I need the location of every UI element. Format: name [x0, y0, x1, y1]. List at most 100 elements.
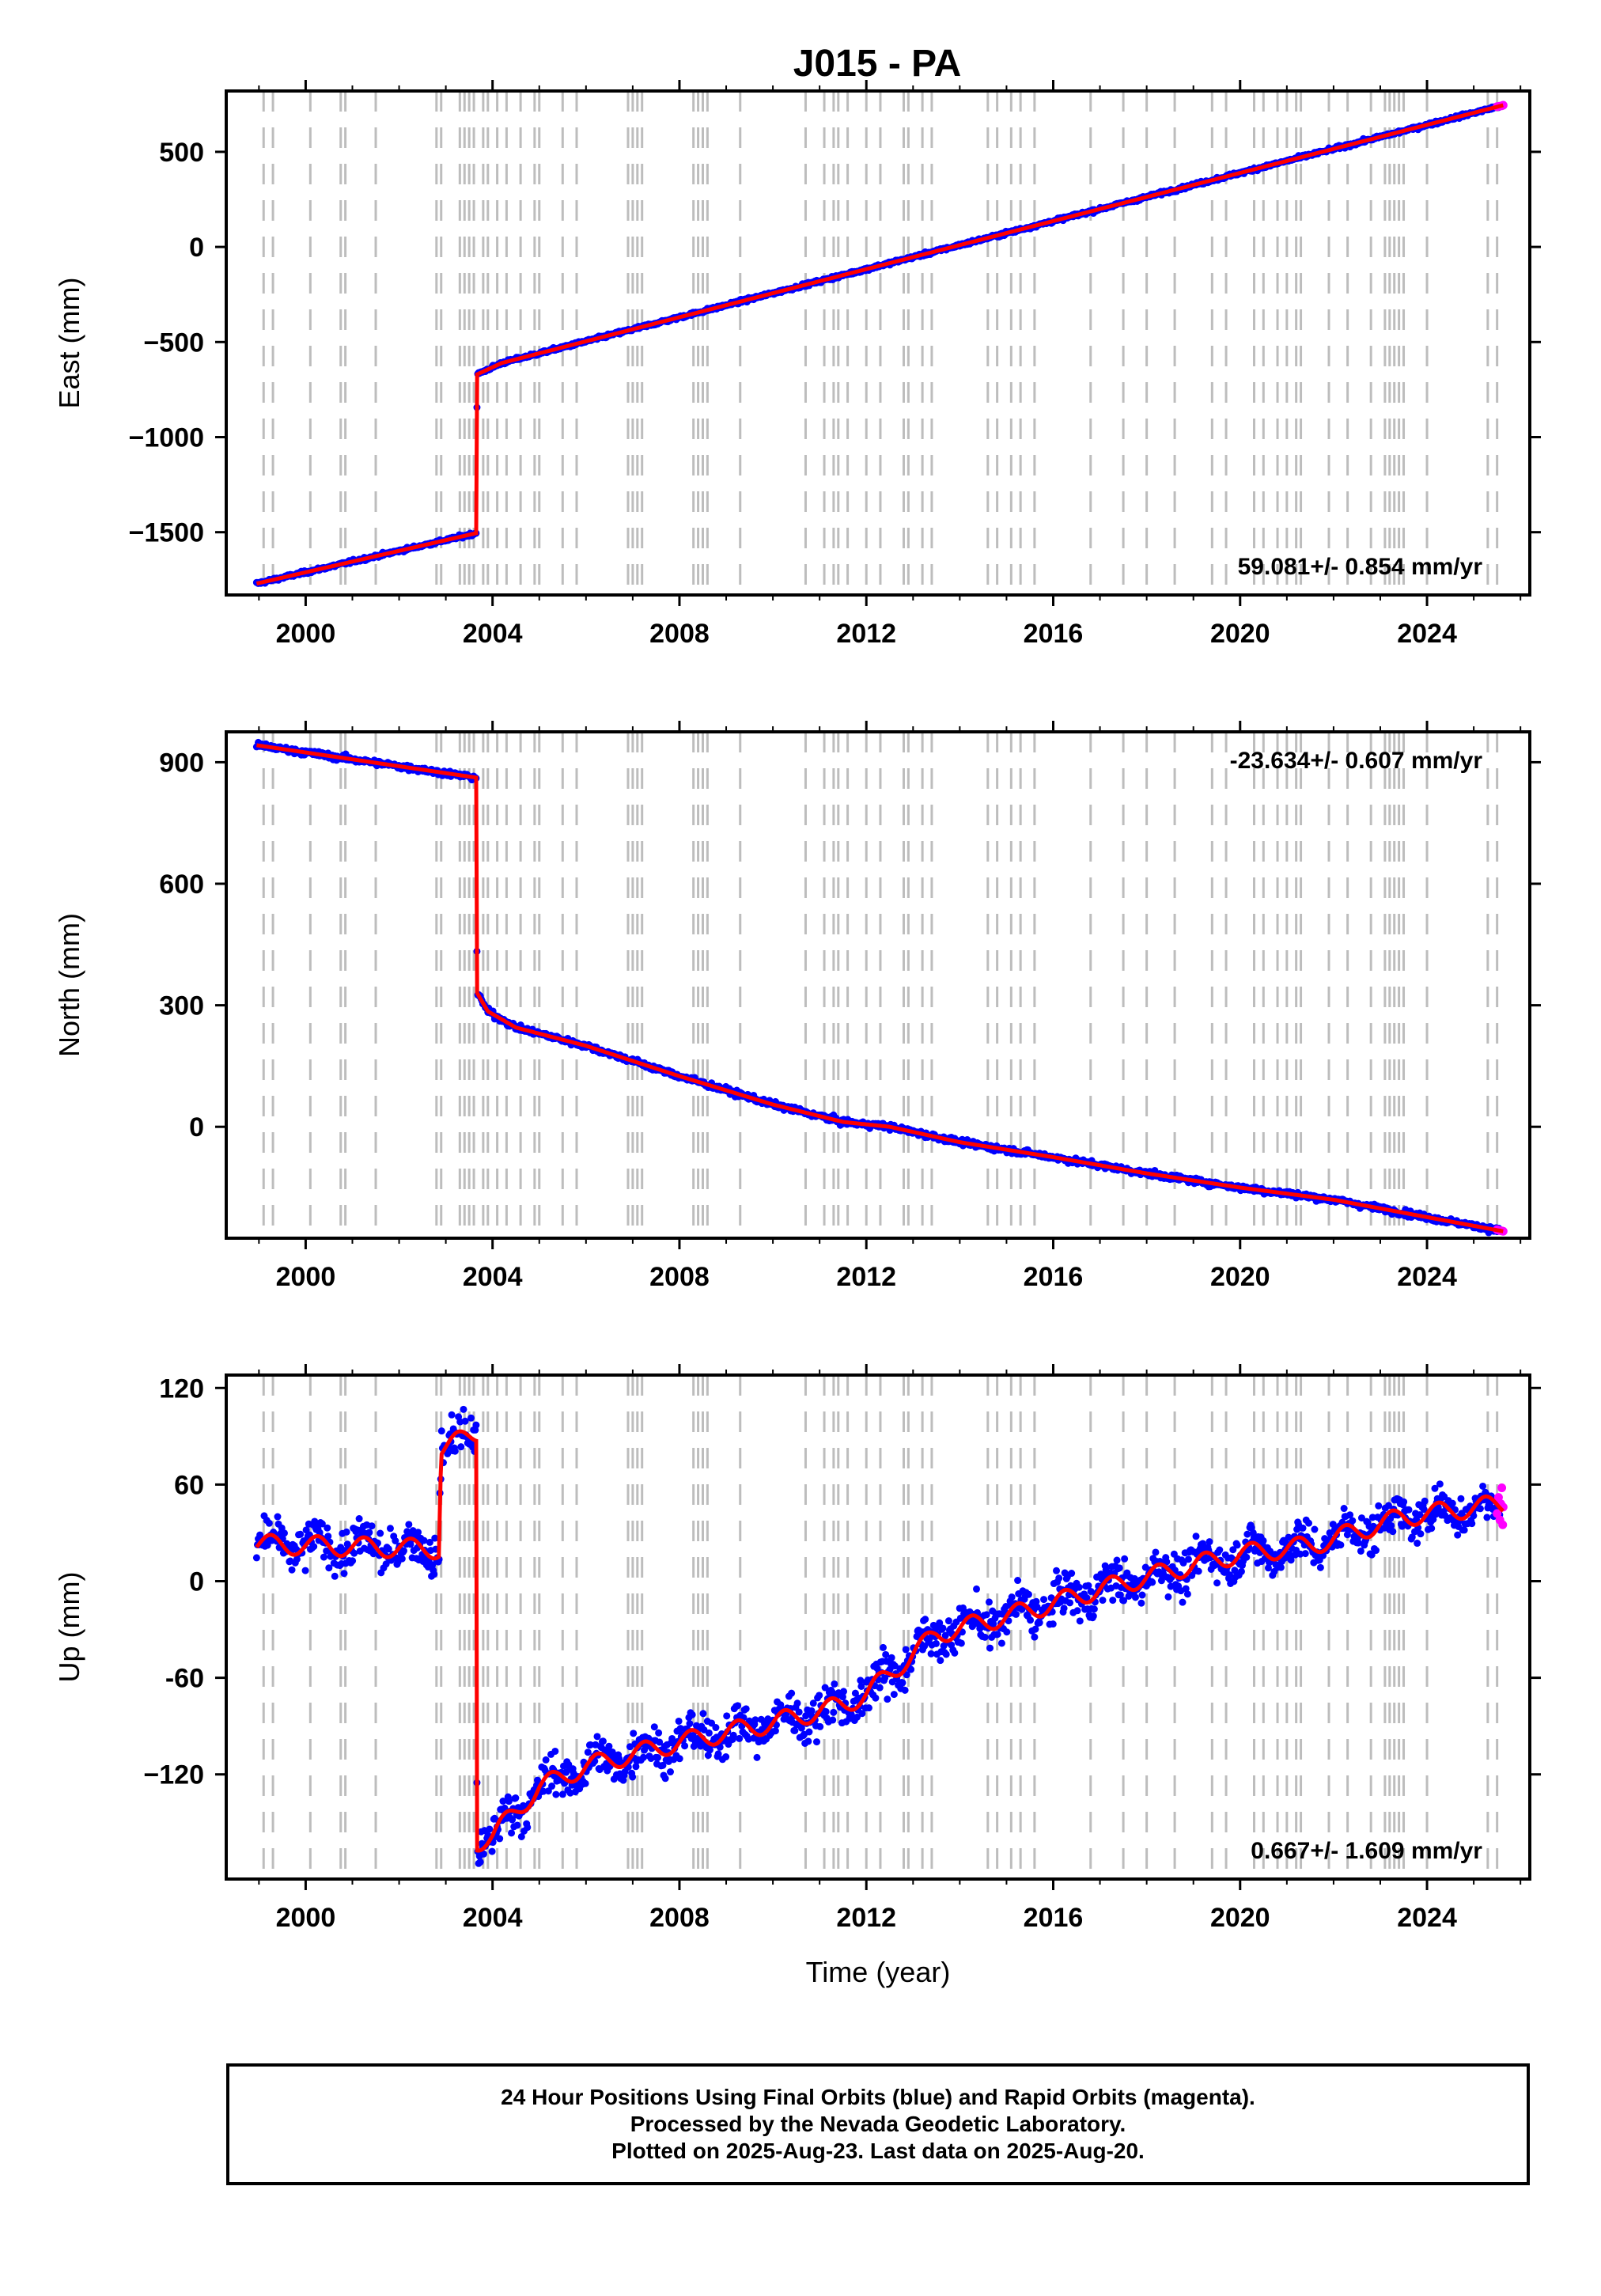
final-orbit-point: [1055, 1574, 1063, 1582]
final-orbit-point: [1448, 1499, 1456, 1507]
final-orbit-point: [1233, 1541, 1241, 1549]
final-orbit-point: [1349, 1517, 1357, 1525]
final-orbit-point: [630, 1730, 638, 1737]
final-orbit-point: [384, 1545, 392, 1553]
final-orbit-point: [548, 1783, 556, 1790]
rapid-orbit-point: [1498, 1520, 1508, 1529]
final-orbit-point: [318, 1520, 326, 1528]
plot-area: [252, 91, 1508, 595]
final-orbit-point: [1138, 1591, 1146, 1599]
final-orbit-point: [655, 1729, 663, 1737]
final-orbit-point: [552, 1790, 560, 1798]
final-orbit-point: [320, 1553, 327, 1561]
final-orbit-point: [265, 1519, 273, 1527]
x-tick-label: 2000: [276, 619, 336, 649]
final-orbit-point: [1113, 1556, 1121, 1564]
final-orbit-point: [676, 1755, 683, 1763]
x-tick-label: 2020: [1210, 1903, 1270, 1933]
final-orbit-point: [331, 1572, 339, 1580]
final-orbit-point: [368, 1522, 376, 1530]
final-orbit-point: [324, 1533, 332, 1540]
final-orbit-point: [1008, 1593, 1016, 1601]
final-orbit-point: [1194, 1567, 1202, 1575]
final-orbit-point: [1301, 1550, 1309, 1558]
final-orbit-point: [508, 1829, 516, 1837]
final-orbit-point: [1216, 1546, 1224, 1554]
final-orbit-point: [1340, 1505, 1348, 1513]
final-orbit-point: [343, 1528, 350, 1536]
final-orbit-point: [293, 1555, 301, 1563]
y-tick-label: 300: [159, 991, 204, 1021]
footer-line-plot-date: Plotted on 2025-Aug-23. Last data on 202…: [611, 2139, 1145, 2163]
y-tick-label: −500: [143, 328, 204, 358]
footer-line-processed-by: Processed by the Nevada Geodetic Laborat…: [630, 2112, 1126, 2136]
panel-east: 2000 2004 2008 2012 2016 2020 20245000−500−100…: [53, 80, 1541, 649]
final-orbit-point: [1060, 1605, 1068, 1612]
plot-area: [252, 1375, 1508, 1879]
final-orbit-point: [736, 1734, 744, 1742]
final-orbit-point: [534, 1776, 542, 1784]
final-orbit-point: [805, 1728, 813, 1736]
final-orbit-point: [1012, 1610, 1020, 1618]
final-orbit-point: [734, 1702, 742, 1710]
final-orbit-point: [1121, 1555, 1129, 1563]
final-orbit-point: [699, 1710, 707, 1718]
velocity-rate-label: 0.667+/- 1.609 mm/yr: [1251, 1838, 1482, 1864]
y-tick-label: 60: [174, 1470, 204, 1500]
final-orbit-point: [392, 1536, 399, 1544]
plot-area: [252, 732, 1508, 1238]
final-orbit-point: [350, 1549, 358, 1557]
final-orbit-point: [804, 1737, 812, 1745]
final-orbit-point: [524, 1824, 532, 1832]
final-orbit-point: [809, 1699, 817, 1707]
final-orbit-point: [686, 1720, 694, 1728]
final-orbit-point: [558, 1790, 566, 1798]
x-tick-label: 2004: [463, 619, 523, 649]
model-line: [255, 103, 1504, 586]
final-orbit-point: [872, 1694, 880, 1702]
final-orbit-point: [813, 1738, 821, 1746]
final-orbit-point: [704, 1752, 712, 1760]
final-orbit-point: [816, 1692, 823, 1699]
final-orbit-point: [681, 1742, 689, 1750]
final-orbit-point: [1457, 1495, 1465, 1502]
final-orbit-point: [451, 1447, 459, 1455]
footer-line-orbits: 24 Hour Positions Using Final Orbits (bl…: [501, 2085, 1255, 2109]
final-orbit-point: [476, 1858, 484, 1866]
final-orbit-point: [1205, 1538, 1213, 1546]
final-orbit-point: [324, 1524, 331, 1532]
x-tick-label: 2000: [276, 1903, 336, 1933]
final-orbit-point: [1149, 1578, 1156, 1586]
final-orbit-point: [420, 1536, 428, 1544]
final-orbit-point: [1389, 1528, 1397, 1536]
y-tick-label: -60: [165, 1664, 204, 1694]
final-orbit-point: [659, 1761, 667, 1769]
x-tick-label: 2016: [1024, 1262, 1084, 1292]
final-orbit-point: [1066, 1599, 1074, 1607]
panel-north: 2000 2004 2008 2012 2016 2020 20249006003000No…: [53, 721, 1541, 1292]
x-tick-label: 2020: [1210, 619, 1270, 649]
final-orbit-point: [1003, 1628, 1011, 1636]
panel-frame: [225, 730, 1531, 1240]
final-orbit-point: [1243, 1530, 1251, 1538]
final-orbit-point: [1099, 1597, 1107, 1605]
x-tick-label: 2012: [836, 1262, 896, 1292]
final-orbit-point: [488, 1847, 496, 1855]
footer-caption-box: 24 Hour Positions Using Final Orbits (bl…: [226, 2063, 1530, 2185]
final-orbit-point: [1024, 1590, 1032, 1598]
final-orbit-point: [1049, 1620, 1057, 1628]
final-orbit-point: [654, 1754, 662, 1762]
x-tick-label: 2008: [649, 1262, 710, 1292]
final-orbit-point: [661, 1775, 669, 1783]
final-orbit-point: [831, 1680, 838, 1688]
final-orbit-point: [985, 1598, 993, 1606]
final-orbit-point: [426, 1538, 433, 1546]
final-orbit-point: [1460, 1526, 1468, 1534]
final-orbit-point: [1192, 1533, 1200, 1540]
final-orbit-point: [771, 1727, 779, 1735]
final-orbit-point: [1183, 1590, 1191, 1598]
final-orbit-point: [252, 1554, 260, 1562]
final-orbit-point: [865, 1704, 872, 1712]
final-orbit-point: [1068, 1570, 1076, 1578]
x-tick-label: 2012: [836, 1903, 896, 1933]
